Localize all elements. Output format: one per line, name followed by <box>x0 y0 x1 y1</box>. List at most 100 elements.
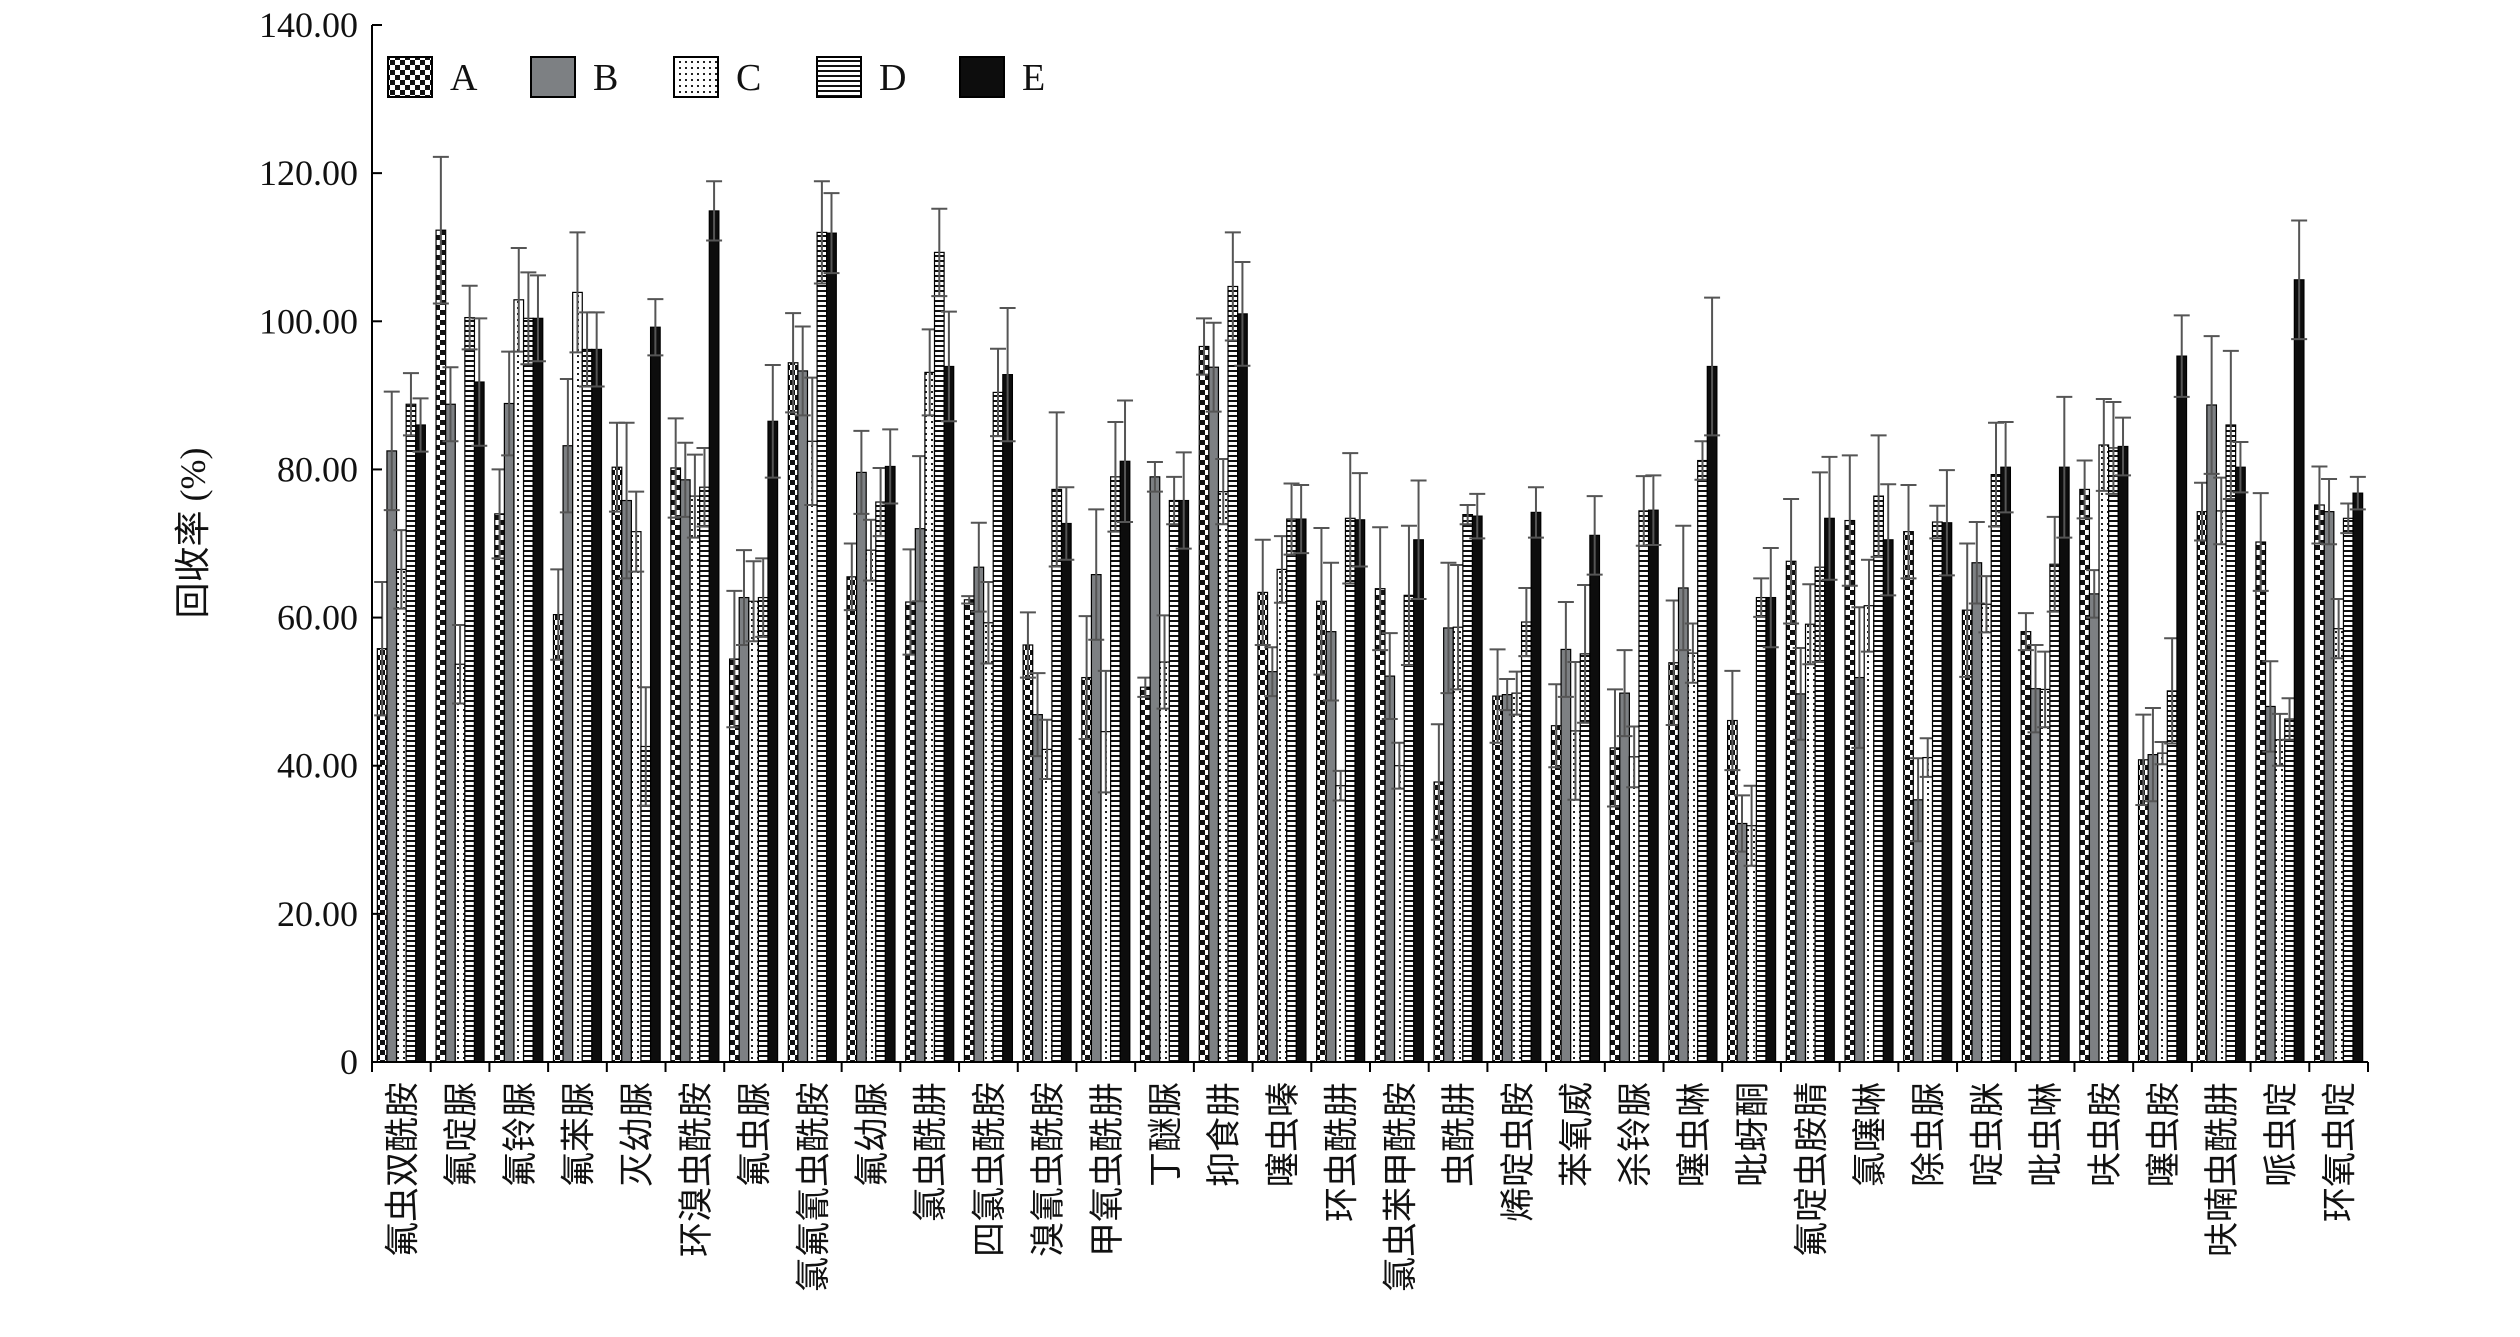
bar-E <box>1647 509 1659 1063</box>
bar-B <box>1090 574 1102 1063</box>
bar-E <box>2117 445 2129 1063</box>
bar-E <box>1589 534 1601 1063</box>
y-axis: 0 20.00 40.00 60.00 80.00 100.00 120.00 140.00 <box>259 5 382 1082</box>
bar-A <box>611 466 623 1063</box>
x-tick-label: 氯虫酰肼 <box>912 1082 951 1222</box>
x-tick-label: 氯虫苯甲酰胺 <box>1381 1082 1420 1292</box>
bar-D <box>1227 285 1239 1063</box>
bar-A <box>1844 519 1856 1063</box>
bar-C <box>1159 661 1170 1063</box>
bar-B <box>2206 404 2218 1063</box>
bar-D <box>581 348 593 1063</box>
bar-A <box>905 601 916 1063</box>
bar-B <box>1208 366 1220 1063</box>
x-tick-label: 甲氧虫酰肼 <box>1088 1082 1127 1257</box>
x-tick-label: 氟啶脲 <box>442 1082 481 1187</box>
bar-B <box>797 370 809 1063</box>
bar-A <box>846 576 858 1063</box>
bar-E <box>1060 522 1072 1063</box>
bar-A <box>1726 719 1738 1063</box>
bar-B <box>855 471 867 1063</box>
bar-B <box>562 445 574 1063</box>
x-tick-label: 环溴虫酰胺 <box>677 1082 716 1257</box>
bar-A <box>2020 631 2032 1063</box>
x-tick-label: 氟铃脲 <box>501 1082 540 1187</box>
bar-E <box>943 365 955 1063</box>
bar-B <box>1971 562 1983 1063</box>
x-tick-label: 氟虫脲 <box>736 1082 775 1187</box>
bar-C <box>1981 603 1992 1063</box>
bar-B <box>2088 593 2100 1063</box>
x-tick-label: 氯氟氰虫酰胺 <box>794 1082 833 1292</box>
bar-C <box>572 291 583 1063</box>
bar-D <box>1990 474 2002 1063</box>
x-axis: 氟虫双酰胺 氟啶脲 氟铃脲 氟苯脲 灭幼脲 环溴虫酰胺 氟虫脲 氯氟氰虫酰胺 氟幼脲 氯虫酰肼 四氯… <box>371 1061 2369 1292</box>
bar-D <box>1110 476 1121 1063</box>
bar-E <box>1941 522 1953 1063</box>
bar-A <box>1903 531 1914 1063</box>
legend-swatch-C <box>673 56 719 98</box>
bar-E <box>473 381 485 1063</box>
bar-E <box>1765 596 1777 1063</box>
bar-A <box>963 599 975 1063</box>
bar-A <box>2079 488 2091 1063</box>
bar-B <box>1736 822 1748 1063</box>
bar-B <box>679 479 691 1063</box>
y-tick-label: 0 <box>340 1042 358 1082</box>
bar-B <box>1149 476 1161 1063</box>
x-tick-label: 杀铃脲 <box>1616 1082 1655 1187</box>
bar-D <box>699 486 710 1063</box>
bar-B <box>1266 671 1278 1063</box>
bar-E <box>2176 355 2188 1063</box>
bar-E <box>1471 515 1483 1063</box>
y-tick-label: 80.00 <box>277 449 358 489</box>
x-tick-label: 除虫脲 <box>1910 1082 1949 1187</box>
bar-C <box>689 495 701 1063</box>
x-tick-label: 四氯虫酰胺 <box>970 1082 1009 1257</box>
bar-A <box>1785 560 1797 1063</box>
bar-E <box>1002 374 1014 1063</box>
bar-B <box>1032 714 1043 1063</box>
bar-E <box>2235 466 2246 1063</box>
bar-E <box>1354 519 1366 1063</box>
bar-D <box>1462 514 1474 1063</box>
bar-C <box>1628 756 1640 1063</box>
bar-E <box>1706 365 1718 1063</box>
bar-E <box>1530 511 1542 1063</box>
bar-B <box>914 528 926 1063</box>
bar-B <box>386 450 398 1063</box>
bar-D <box>1697 459 1708 1063</box>
bar-E <box>1413 539 1424 1063</box>
bar-C <box>748 600 759 1063</box>
bar-B <box>1677 587 1689 1063</box>
bar-B <box>1619 692 1630 1063</box>
bar-D <box>1931 521 1943 1063</box>
bar-D <box>2108 447 2119 1063</box>
bar-D <box>757 596 769 1063</box>
y-tick-label: 40.00 <box>277 746 358 786</box>
bar-A <box>1492 695 1503 1063</box>
bar-C <box>865 549 877 1063</box>
bar-D <box>1051 488 1063 1063</box>
bar-A <box>1257 591 1269 1063</box>
bar-D <box>2225 424 2237 1063</box>
bar-C <box>2039 688 2051 1063</box>
x-tick-label: 苯氧威 <box>1557 1082 1596 1187</box>
bar-B <box>973 566 985 1063</box>
bar-D <box>2284 718 2295 1063</box>
bar-B <box>1501 694 1513 1063</box>
x-tick-label: 噻虫胺 <box>2145 1082 2184 1187</box>
x-tick-label: 氯噻啉 <box>1851 1082 1890 1187</box>
x-tick-label: 氟啶虫胺腈 <box>1792 1082 1831 1257</box>
bar-D <box>2049 563 2061 1063</box>
bar-E <box>884 465 896 1063</box>
bar-D <box>1873 495 1885 1063</box>
bar-C <box>1393 765 1405 1063</box>
y-tick-label: 60.00 <box>277 598 358 638</box>
bar-D <box>2342 517 2354 1063</box>
x-tick-label: 抑食肼 <box>1205 1082 1244 1187</box>
bar-E <box>767 420 779 1063</box>
bar-A <box>1374 588 1386 1063</box>
bar-D <box>1520 621 1532 1063</box>
bar-C <box>1804 623 1816 1063</box>
